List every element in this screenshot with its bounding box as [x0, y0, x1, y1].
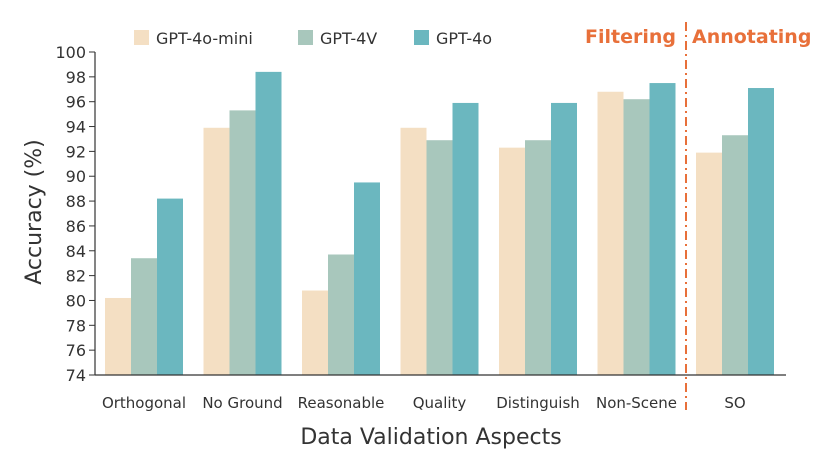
y-tick-label: 86: [66, 217, 86, 236]
y-tick-label: 76: [66, 341, 86, 360]
annotation-annotating: Annotating: [692, 26, 811, 48]
y-tick-label: 74: [66, 366, 86, 385]
legend-swatch-gpt-4v: [298, 30, 313, 45]
bar-gpt-4v-so: [722, 135, 748, 375]
x-tick-label-no-ground: No Ground: [202, 394, 282, 412]
y-tick-label: 82: [66, 267, 86, 286]
y-tick-label: 90: [66, 167, 86, 186]
bar-gpt-4o-mini-quality: [400, 127, 427, 376]
x-tick-label-distinguish: Distinguish: [496, 394, 580, 412]
bar-gpt-4o-quality: [452, 102, 479, 375]
legend-label-gpt-4v: GPT-4V: [320, 29, 377, 48]
y-tick-label: 94: [66, 118, 86, 137]
legend-label-gpt-4o: GPT-4o: [436, 29, 492, 48]
legend-label-gpt-4o-mini: GPT-4o-mini: [156, 29, 253, 48]
legend-swatch-gpt-4o: [414, 30, 429, 45]
bar-gpt-4o-mini-so: [696, 152, 722, 375]
bar-gpt-4o-mini-no-ground: [203, 127, 230, 376]
x-tick-label-non-scene: Non-Scene: [596, 394, 677, 412]
x-tick-label-so: SO: [724, 394, 745, 412]
y-tick-label: 80: [66, 291, 86, 310]
bar-gpt-4o-distinguish: [551, 102, 577, 375]
x-tick-label-quality: Quality: [413, 394, 467, 412]
bars: [105, 71, 774, 376]
bar-gpt-4o-mini-reasonable: [302, 290, 328, 375]
x-axis-title: Data Validation Aspects: [300, 425, 561, 450]
bar-gpt-4v-non-scene: [623, 99, 650, 375]
bar-gpt-4o-mini-orthogonal: [105, 297, 131, 375]
annotation-filtering: Filtering: [585, 26, 676, 48]
bar-gpt-4v-distinguish: [525, 140, 551, 375]
bar-gpt-4o-orthogonal: [157, 198, 183, 375]
x-tick-label-orthogonal: Orthogonal: [102, 394, 186, 412]
y-tick-label: 92: [66, 142, 86, 161]
bar-gpt-4v-reasonable: [328, 254, 354, 375]
y-tick-label: 84: [66, 242, 86, 261]
bar-gpt-4v-orthogonal: [131, 258, 157, 375]
bar-gpt-4o-no-ground: [255, 71, 282, 375]
x-axis-labels: Orthogonal No Ground Reasonable Quality Dist…: [102, 394, 746, 412]
bar-gpt-4o-non-scene: [649, 83, 676, 376]
bar-gpt-4v-quality: [426, 140, 453, 375]
y-tick-label: 88: [66, 192, 86, 211]
bar-gpt-4o-mini-distinguish: [499, 147, 525, 375]
legend-swatch-gpt-4o-mini: [134, 30, 149, 45]
y-tick-label: 98: [66, 68, 86, 87]
bar-gpt-4o-mini-non-scene: [597, 91, 624, 375]
y-tick-label: 78: [66, 316, 86, 335]
y-tick-label: 96: [66, 93, 86, 112]
x-tick-label-reasonable: Reasonable: [298, 394, 385, 412]
y-tick-label: 100: [55, 43, 86, 62]
y-axis-title: Accuracy (%): [22, 139, 47, 285]
bar-gpt-4o-so: [748, 88, 774, 376]
bar-gpt-4o-reasonable: [354, 182, 380, 375]
bar-gpt-4v-no-ground: [229, 110, 256, 375]
y-axis: 74 76 78 80 82 84 86 88 90 92 94 96 98 100: [55, 43, 95, 385]
legend: GPT-4o-mini GPT-4V GPT-4o: [134, 29, 492, 48]
